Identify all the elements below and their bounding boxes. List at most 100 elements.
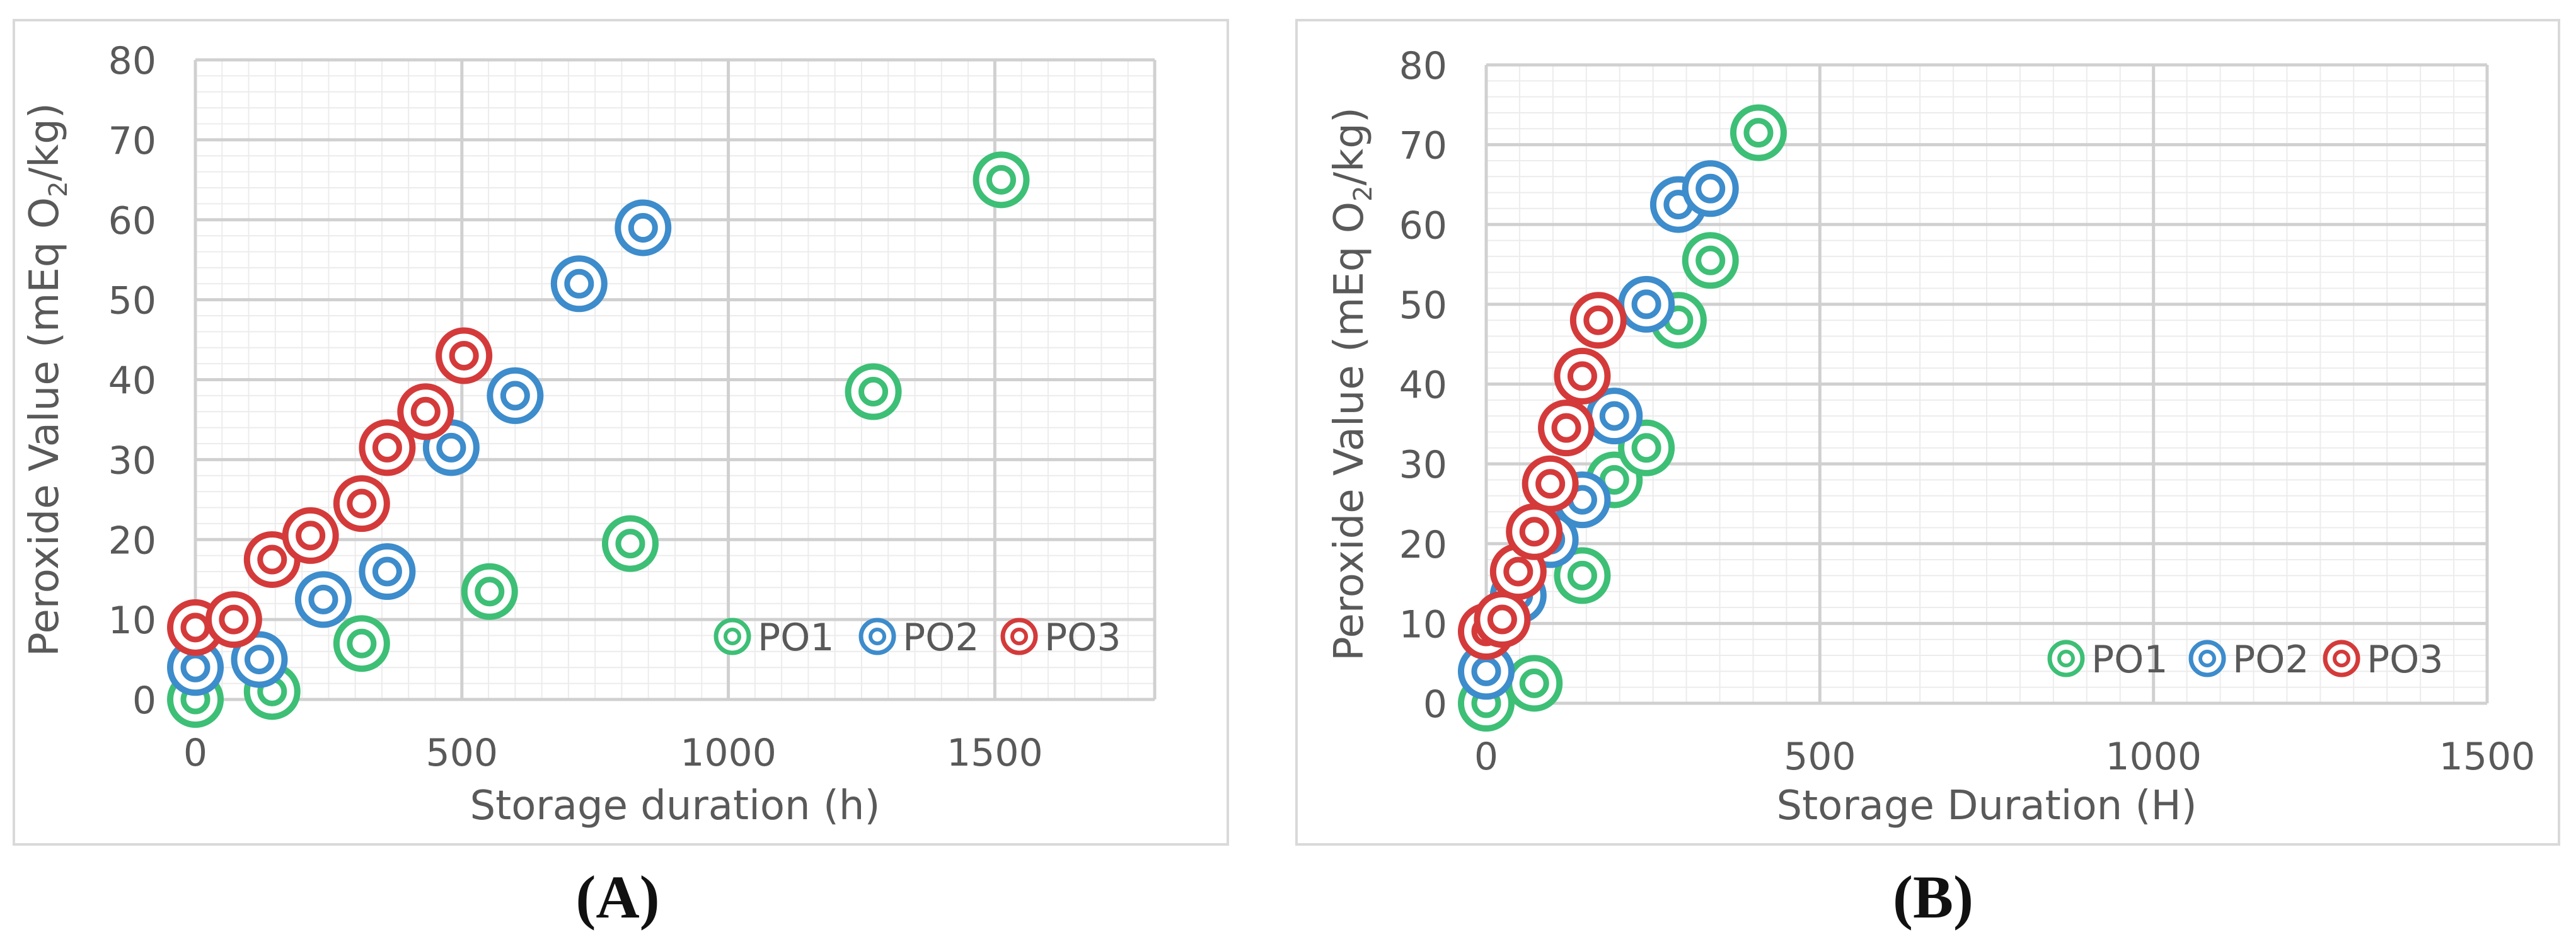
data-point-outer-ring [1682, 232, 1739, 289]
data-point-inner-ring [1743, 118, 1774, 148]
legend-marker-inner [869, 628, 886, 645]
data-point-outer-ring [333, 475, 390, 532]
data-point-outer-ring [282, 507, 339, 564]
data-point-outer-ring [333, 615, 390, 672]
legend-marker-outer [1000, 618, 1038, 655]
data-point [1682, 232, 1739, 289]
x-tick-label: 1500 [2439, 735, 2536, 779]
data-point [461, 563, 518, 620]
legend-marker-outer [713, 618, 751, 655]
data-point-outer-ring [1730, 104, 1787, 161]
data-point-inner-ring [219, 604, 249, 635]
data-point-inner-ring [347, 628, 377, 659]
data-point [167, 639, 224, 696]
y-axis-title-subscript: 2 [1349, 185, 1378, 201]
data-point-inner-ring [410, 396, 441, 427]
y-tick-label: 20 [1399, 523, 1447, 567]
data-point [1506, 655, 1563, 712]
legend-label: PO1 [2091, 638, 2168, 682]
data-point [1554, 547, 1611, 604]
data-point-inner-ring [475, 577, 505, 607]
data-point-inner-ring [308, 584, 338, 614]
y-axis-title: Peroxide Value (mEq O2/kg) [1326, 107, 1378, 661]
data-point-inner-ring [1695, 173, 1726, 204]
data-point-outer-ring [1506, 655, 1563, 712]
legend-marker-inner [2057, 650, 2075, 667]
data-point-outer-ring [1522, 455, 1579, 512]
legend-item-po1: PO1 [2047, 638, 2168, 682]
data-point-inner-ring [1551, 413, 1581, 443]
x-tick-label: 0 [1474, 735, 1498, 779]
data-point [359, 419, 416, 476]
data-point-outer-ring [205, 591, 262, 648]
data-point [550, 255, 608, 313]
legend-marker-outer [858, 618, 896, 655]
y-tick-label: 80 [1399, 44, 1447, 88]
grid [193, 58, 1157, 701]
legend-item-po2: PO2 [858, 616, 979, 660]
y-tick-label: 50 [1399, 284, 1447, 328]
y-axis-title-part: Peroxide Value (mEq O [21, 197, 68, 657]
data-point-outer-ring [1554, 347, 1611, 405]
data-point [1569, 292, 1627, 349]
x-tick-label: 500 [426, 731, 499, 775]
y-tick-label: 70 [1399, 124, 1447, 168]
data-point-inner-ring [1519, 668, 1549, 698]
data-point [333, 475, 390, 532]
data-point [1730, 104, 1787, 161]
data-point [359, 543, 416, 600]
data-point-inner-ring [372, 556, 402, 587]
y-axis-title: Peroxide Value (mEq O2/kg) [21, 103, 73, 657]
data-point-outer-ring [359, 419, 416, 476]
data-point [1554, 347, 1611, 405]
legend-label: PO3 [2367, 638, 2444, 682]
data-point-outer-ring [231, 631, 288, 688]
data-point-outer-ring [1538, 400, 1595, 457]
data-point-inner-ring [436, 432, 466, 463]
x-tick-label: 0 [183, 731, 207, 775]
y-tick-label: 40 [108, 359, 156, 403]
data-point [1538, 400, 1595, 457]
data-point-outer-ring [1554, 547, 1611, 604]
data-point [973, 151, 1030, 209]
legend-label: PO1 [758, 616, 835, 660]
data-point-inner-ring [1631, 289, 1661, 319]
data-point-outer-ring [973, 151, 1030, 209]
data-point [1682, 160, 1739, 217]
data-point-outer-ring [1569, 292, 1627, 349]
data-point [205, 591, 262, 648]
data-point [1474, 591, 1531, 648]
y-tick-label: 40 [1399, 364, 1447, 408]
data-point-inner-ring [564, 268, 594, 299]
data-point-inner-ring [628, 212, 658, 243]
x-axis-title: Storage Duration (H) [1776, 783, 2197, 829]
panel-label-b: (B) [1893, 863, 1973, 931]
grid [1484, 63, 2489, 705]
data-point-outer-ring [397, 383, 454, 440]
legend: PO1 PO2 PO3 [713, 616, 1121, 660]
legend-label: PO3 [1044, 616, 1121, 660]
data-point-inner-ring [449, 340, 479, 371]
data-point-outer-ring [601, 515, 659, 572]
chart-panel-a: 0 10 20 30 40 50 60 70 80 0 500 1000 1500 Storage dur… [13, 19, 1229, 846]
series-po1 [167, 151, 1030, 728]
data-point-inner-ring [1599, 401, 1629, 431]
y-tick-label: 30 [108, 439, 156, 483]
data-point-inner-ring [372, 432, 402, 463]
data-point-outer-ring [294, 571, 352, 628]
legend-marker-inner [1010, 628, 1028, 645]
y-axis-title-part: Peroxide Value (mEq O [1326, 202, 1373, 661]
data-point [487, 367, 544, 424]
series-po2 [167, 199, 672, 696]
data-point-inner-ring [986, 164, 1016, 195]
legend-label: PO2 [2232, 638, 2309, 682]
data-point [282, 507, 339, 564]
y-tick-label: 60 [1399, 204, 1447, 248]
y-axis-title-subscript: 2 [44, 181, 73, 197]
data-point-inner-ring [500, 381, 530, 411]
data-point-outer-ring [359, 543, 416, 600]
data-point-outer-ring [1618, 275, 1675, 333]
data-point-inner-ring [615, 529, 645, 559]
data-point-outer-ring [436, 327, 493, 384]
